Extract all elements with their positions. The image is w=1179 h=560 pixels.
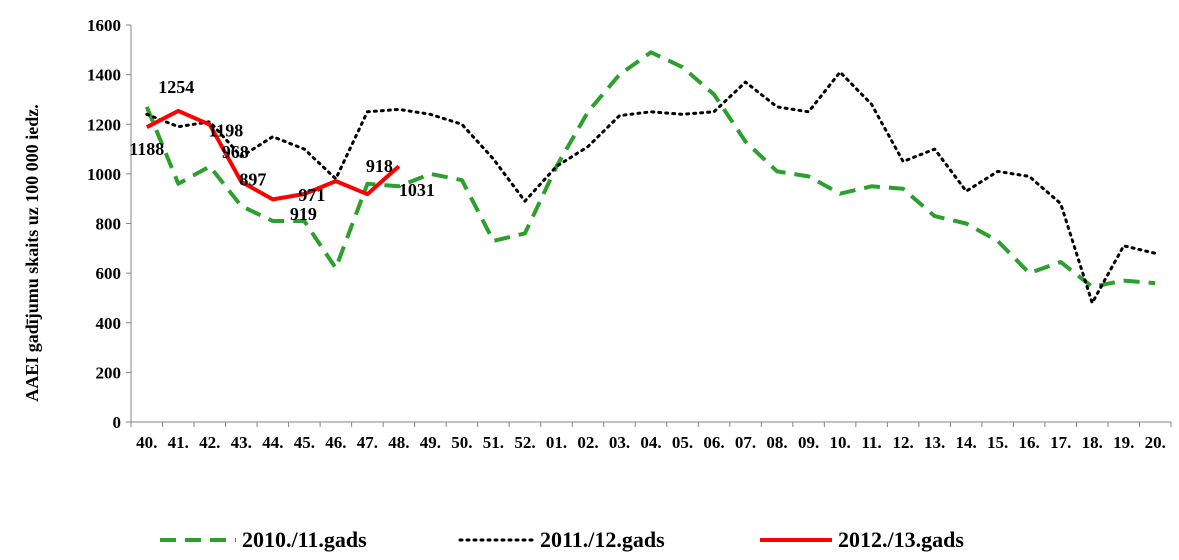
x-tick-label: 44. bbox=[262, 433, 283, 452]
data-label: 968 bbox=[222, 142, 249, 162]
x-tick-label: 08. bbox=[766, 433, 787, 452]
x-tick-label: 45. bbox=[294, 433, 315, 452]
x-tick-label: 48. bbox=[388, 433, 409, 452]
data-label: 1254 bbox=[158, 77, 194, 97]
x-tick-label: 12. bbox=[892, 433, 913, 452]
data-label: 1031 bbox=[399, 180, 435, 200]
x-tick-label: 10. bbox=[829, 433, 850, 452]
y-axis-title: AAEI gadījumu skaits uz 100 000 iedz. bbox=[22, 104, 42, 402]
data-label: 971 bbox=[298, 185, 325, 205]
data-label: 1188 bbox=[129, 139, 164, 159]
x-tick-label: 01. bbox=[546, 433, 567, 452]
x-tick-label: 03. bbox=[609, 433, 630, 452]
series-line-2 bbox=[145, 70, 1157, 305]
x-tick-label: 43. bbox=[231, 433, 252, 452]
y-tick-label: 800 bbox=[96, 215, 122, 234]
x-tick-label: 15. bbox=[987, 433, 1008, 452]
x-tick-label: 20. bbox=[1145, 433, 1166, 452]
x-tick-label: 06. bbox=[703, 433, 724, 452]
y-tick-label: 1000 bbox=[87, 165, 121, 184]
y-tick-label: 1200 bbox=[87, 115, 121, 134]
x-tick-label: 52. bbox=[514, 433, 535, 452]
y-tick-label: 1400 bbox=[87, 66, 121, 85]
x-tick-label: 42. bbox=[199, 433, 220, 452]
x-tick-label: 19. bbox=[1113, 433, 1134, 452]
x-tick-label: 07. bbox=[735, 433, 756, 452]
y-tick-label: 600 bbox=[96, 264, 122, 283]
x-tick-label: 51. bbox=[483, 433, 504, 452]
data-label: 897 bbox=[239, 169, 266, 189]
y-tick-label: 1600 bbox=[87, 16, 121, 35]
series-lines bbox=[144, 50, 1157, 305]
series-line-3 bbox=[145, 108, 401, 202]
x-tick-label: 02. bbox=[577, 433, 598, 452]
y-ticks: 0 200 400 600 800 1000 1200 1400 1600 bbox=[87, 16, 131, 432]
x-tick-label: 17. bbox=[1050, 433, 1071, 452]
x-tick-label: 04. bbox=[640, 433, 661, 452]
x-tick-label: 47. bbox=[357, 433, 378, 452]
x-tick-label: 11. bbox=[861, 433, 881, 452]
x-tick-label: 41. bbox=[168, 433, 189, 452]
x-tick-label: 49. bbox=[420, 433, 441, 452]
x-tick-label: 46. bbox=[325, 433, 346, 452]
x-tick-label: 05. bbox=[672, 433, 693, 452]
x-tick-label: 09. bbox=[798, 433, 819, 452]
data-label: 918 bbox=[366, 156, 393, 176]
data-label: 919 bbox=[290, 204, 317, 224]
x-tick-label: 50. bbox=[451, 433, 472, 452]
y-tick-label: 0 bbox=[113, 413, 122, 432]
legend-label-3: 2012./13.gads bbox=[838, 527, 964, 552]
y-axis-title-group: AAEI gadījumu skaits uz 100 000 iedz. bbox=[22, 104, 42, 402]
x-ticks: 40. 41. 42. 43. 44. 45. 46. 47. 48. 49. 50. 51. 52. 0… bbox=[130, 422, 1172, 452]
x-tick-label: 14. bbox=[956, 433, 977, 452]
x-tick-label: 40. bbox=[136, 433, 157, 452]
x-tick-label: 16. bbox=[1019, 433, 1040, 452]
data-label: 1198 bbox=[208, 121, 243, 141]
x-tick-label: 18. bbox=[1082, 433, 1103, 452]
y-tick-label: 400 bbox=[96, 314, 122, 333]
axes bbox=[130, 25, 1171, 423]
legend-label-1: 2010./11.gads bbox=[242, 527, 367, 552]
x-tick-label: 13. bbox=[924, 433, 945, 452]
legend-label-2: 2011./12.gads bbox=[540, 527, 665, 552]
series-line-1 bbox=[144, 50, 1156, 289]
legend: 2010./11.gads 2011./12.gads 2012./13.gads bbox=[160, 527, 964, 552]
y-tick-label: 200 bbox=[96, 363, 122, 382]
